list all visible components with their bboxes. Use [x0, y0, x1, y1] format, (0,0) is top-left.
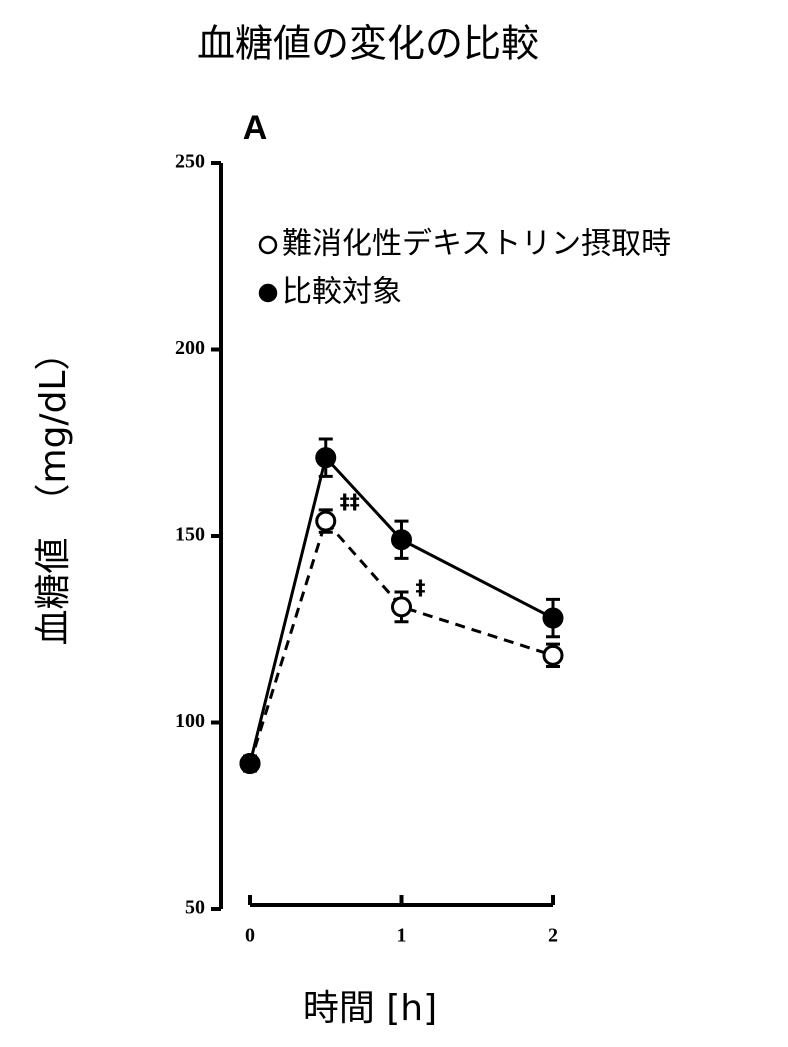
- data-point: [239, 753, 261, 775]
- series-line: [248, 518, 554, 764]
- x-tick-label: 2: [548, 925, 558, 947]
- chart-title: 血糖値の変化の比較: [197, 22, 539, 66]
- y-tick-label: 200: [175, 337, 205, 359]
- annotation: ‡: [416, 575, 426, 599]
- annotation: ‡‡: [340, 490, 360, 514]
- legend-marker: [258, 283, 278, 303]
- data-point: [315, 447, 337, 469]
- y-tick-label: 50: [185, 897, 205, 919]
- x-tick-label: 0: [245, 925, 255, 947]
- x-axis-label: 時間 [h]: [303, 988, 437, 1029]
- y-tick-label: 100: [175, 710, 205, 732]
- data-point: [391, 529, 412, 551]
- panel-label: A: [243, 109, 268, 147]
- y-tick-label: 250: [175, 151, 205, 173]
- data-point: [391, 596, 412, 618]
- series-line: [248, 454, 554, 764]
- y-tick-label: 150: [175, 524, 205, 546]
- legend-marker: [258, 235, 278, 255]
- x-tick-label: 1: [397, 925, 407, 947]
- legend-label: 比較対象: [282, 275, 402, 310]
- data-point: [542, 607, 564, 629]
- data-point: [542, 644, 564, 666]
- legend-label: 難消化性デキストリン摂取時: [282, 227, 671, 262]
- data-point: [315, 510, 337, 532]
- y-axis-label: 血糖値 （mg/dL）: [33, 335, 74, 646]
